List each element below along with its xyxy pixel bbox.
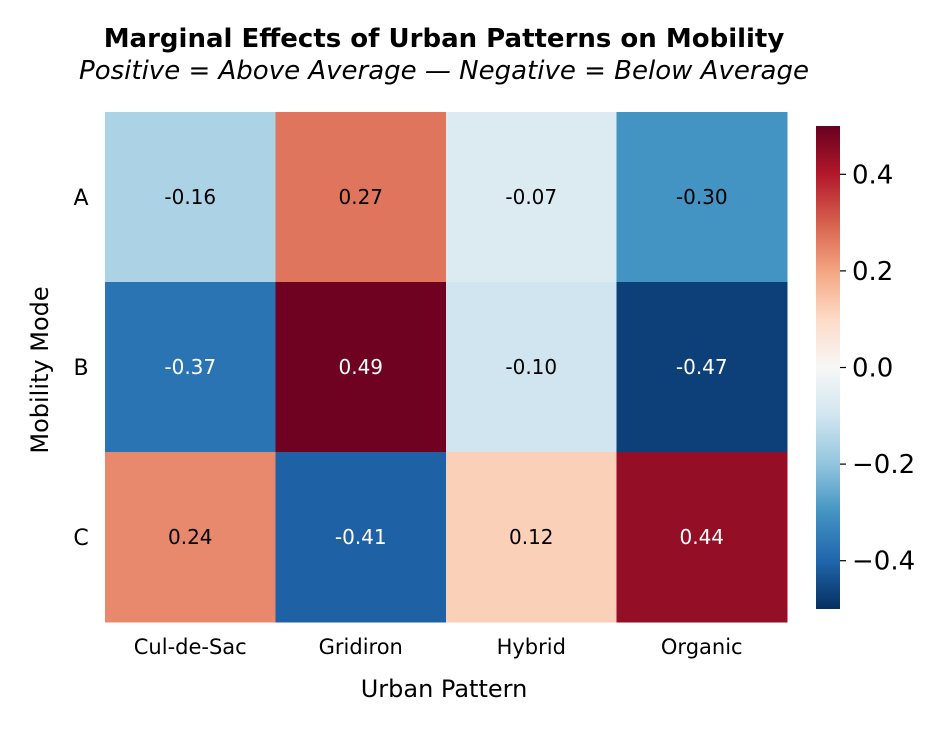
- y-tick-label: B: [73, 356, 88, 381]
- colorbar-ticks: 0.4 0.2 0.0 −0.2 −0.4: [840, 160, 915, 577]
- x-axis-tick-labels: Cul-de-Sac Gridiron Hybrid Organic: [134, 635, 743, 659]
- y-axis-label: Mobility Mode: [26, 286, 54, 453]
- heatmap-cell: [616, 112, 788, 283]
- x-axis-label: Urban Pattern: [361, 675, 528, 703]
- cell-value-label: -0.16: [164, 185, 216, 209]
- heatmap-cell: [616, 282, 788, 453]
- cell-value-label: 0.44: [679, 525, 724, 549]
- cell-value-label: -0.10: [505, 355, 557, 379]
- cell-value-label: 0.27: [338, 185, 383, 209]
- cell-value-label: -0.37: [164, 355, 216, 379]
- colorbar-tick-label: 0.2: [852, 257, 893, 287]
- colorbar-gradient: [816, 126, 840, 609]
- x-tick-label: Hybrid: [497, 635, 566, 659]
- x-tick-label: Organic: [661, 635, 743, 659]
- y-axis-tick-labels: A B C: [73, 186, 88, 551]
- colorbar: 0.4 0.2 0.0 −0.2 −0.4: [816, 126, 915, 609]
- y-tick-label: A: [73, 186, 88, 211]
- cell-value-label: -0.47: [676, 355, 728, 379]
- colorbar-tick-label: 0.0: [852, 354, 893, 384]
- y-tick-label: C: [73, 526, 88, 551]
- chart-title: Marginal Effects of Urban Patterns on Mo…: [103, 24, 785, 54]
- colorbar-tick-label: −0.2: [852, 450, 915, 480]
- x-tick-label: Cul-de-Sac: [134, 635, 247, 659]
- heatmap-cell: [105, 282, 276, 453]
- heatmap-cell: [275, 452, 447, 623]
- x-tick-label: Gridiron: [319, 635, 403, 659]
- heatmap-cell: [446, 452, 617, 623]
- cell-value-label: 0.12: [509, 525, 554, 549]
- cell-value-label: -0.07: [505, 185, 557, 209]
- heatmap-cell-labels: -0.16 0.27 -0.07 -0.30 -0.37 0.49 -0.10 -0.47 0.…: [164, 185, 727, 549]
- cell-value-label: 0.49: [338, 355, 383, 379]
- heatmap-cell: [446, 282, 617, 453]
- heatmap-cell: [616, 452, 788, 623]
- heatmap-cells: [105, 112, 788, 623]
- heatmap-cell: [275, 112, 447, 283]
- heatmap-cell: [105, 112, 276, 283]
- heatmap-cell: [446, 112, 617, 283]
- chart-subtitle: Positive = Above Average — Negative = Be…: [79, 56, 809, 86]
- colorbar-tick-label: 0.4: [852, 160, 893, 190]
- colorbar-tick-label: −0.4: [852, 547, 915, 577]
- heatmap-cell: [105, 452, 276, 623]
- cell-value-label: -0.41: [335, 525, 387, 549]
- heatmap-cell: [275, 282, 447, 453]
- cell-value-label: 0.24: [168, 525, 213, 549]
- cell-value-label: -0.30: [676, 185, 728, 209]
